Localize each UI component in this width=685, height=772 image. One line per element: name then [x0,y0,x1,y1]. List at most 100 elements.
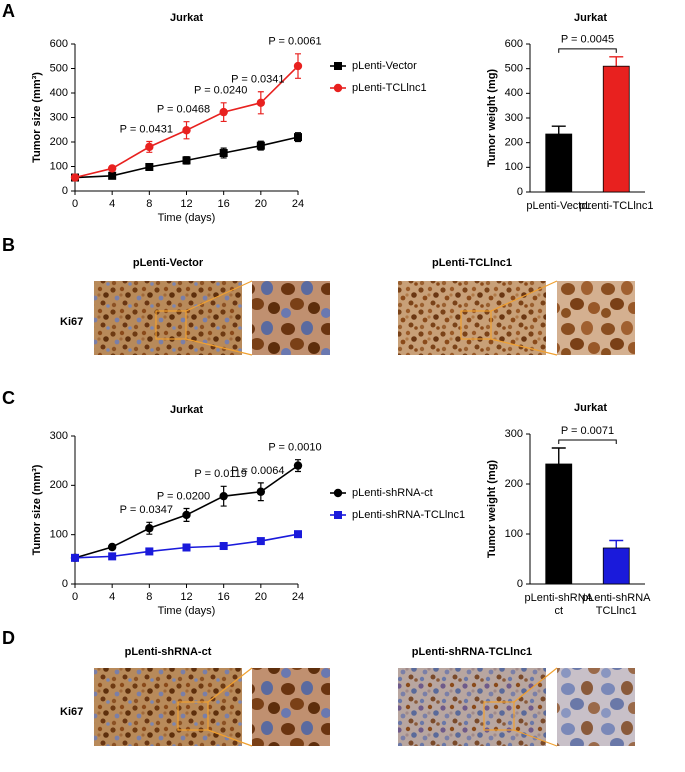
zoom-line [185,338,253,356]
p-value: P = 0.0240 [194,85,247,97]
y-axis-label: Tumor size (mm³) [31,72,43,163]
bar [602,65,630,193]
ihc-zoom [557,281,635,355]
data-point [294,530,302,539]
x-tick-label: 0 [72,198,78,210]
data-point [256,537,265,546]
data-point [219,107,228,117]
zoom-line [513,667,558,703]
p-bracket [558,48,617,53]
x-tick-label: 24 [292,198,304,210]
zoom-box [460,310,492,340]
p-value: P = 0.0347 [120,504,173,516]
data-point [256,487,266,496]
p-value: P = 0.0071 [561,425,614,437]
legend-marker [334,62,342,70]
x-tick-label: 12 [180,198,192,210]
panel-label: D [2,628,15,648]
y-tick-label: 0 [517,578,523,590]
x-tick-label: 8 [146,198,152,210]
y-tick-label: 400 [505,87,523,99]
data-point [219,149,228,158]
image-title: pLenti-TCLlnc1 [432,257,512,269]
p-value: P = 0.0119 [194,468,247,480]
y-tick-label: 200 [505,478,523,490]
bar [545,133,573,193]
data-point [182,543,191,552]
ihc-zoom [557,668,635,746]
y-tick-label: 100 [50,160,68,172]
ihc-image [398,281,546,355]
p-value: P = 0.0341 [231,74,284,86]
data-point [219,491,228,501]
y-tick-label: 100 [505,528,523,540]
y-tick-label: 0 [62,185,68,197]
y-tick-label: 300 [50,111,68,123]
data-point [182,510,191,520]
p-value: P = 0.0064 [231,465,284,477]
row-label: Ki67 [60,316,83,328]
x-tick-label: pLenti-shRNA [582,592,651,604]
image-title: pLenti-shRNA-ct [125,646,212,658]
data-point [107,164,117,173]
zoom-line [207,667,253,703]
data-point [256,98,266,108]
ihc-image [398,668,546,746]
y-axis-label: Tumor weight (mg) [486,69,498,168]
p-value: P = 0.0468 [157,104,210,116]
y-tick-label: 100 [50,529,68,541]
data-point [71,553,79,562]
x-tick-label: 16 [218,591,230,603]
zoom-box [155,310,187,340]
y-tick-label: 500 [505,63,523,75]
p-value: P = 0.0010 [268,442,321,454]
y-tick-label: 0 [517,186,523,198]
legend-label: pLenti-shRNA-ct [352,487,433,499]
bar [545,463,573,585]
x-tick-label: pLenti-shRNA [525,592,594,604]
y-axis-label: Tumor weight (mg) [486,460,498,559]
data-point [145,162,154,171]
error-bar [551,447,566,464]
image-title: pLenti-shRNA-TCLlnc1 [412,646,532,658]
x-tick-label: 24 [292,591,304,603]
p-value: P = 0.0431 [120,123,173,135]
zoom-line [185,280,253,312]
chart-title: Jurkat [170,404,203,416]
ihc-zoom [252,281,330,355]
chart-title: Jurkat [574,402,607,414]
y-tick-label: 200 [50,479,68,491]
y-tick-label: 600 [505,38,523,50]
y-tick-label: 300 [50,430,68,442]
data-point [145,524,154,533]
ihc-images [94,280,635,747]
y-tick-label: 200 [505,137,523,149]
y-tick-label: 300 [505,112,523,124]
x-tick-label: 4 [109,198,115,210]
zoom-line [207,729,253,747]
x-tick-label: ct [554,605,563,617]
error-bar [609,56,624,67]
y-tick-label: 200 [50,136,68,148]
data-point [145,142,154,152]
x-tick-label: pLenti-TCLlnc1 [579,200,654,212]
p-value: P = 0.0061 [268,36,321,48]
legend-label: pLenti-TCLlnc1 [352,82,427,94]
data-point [219,542,228,551]
row-label: Ki67 [60,706,83,718]
x-tick-label: 8 [146,591,152,603]
data-point [107,542,117,552]
error-bar [551,125,566,135]
p-bracket [558,439,617,444]
panel-label: C [2,388,15,408]
x-axis-label: Time (days) [158,605,216,617]
panel-label: B [2,235,15,255]
p-value: P = 0.0045 [561,34,614,46]
data-point [256,141,265,150]
y-axis-label: Tumor size (mm³) [31,464,43,555]
bar [602,547,630,585]
data-point [182,156,191,165]
error-bar [609,539,624,548]
